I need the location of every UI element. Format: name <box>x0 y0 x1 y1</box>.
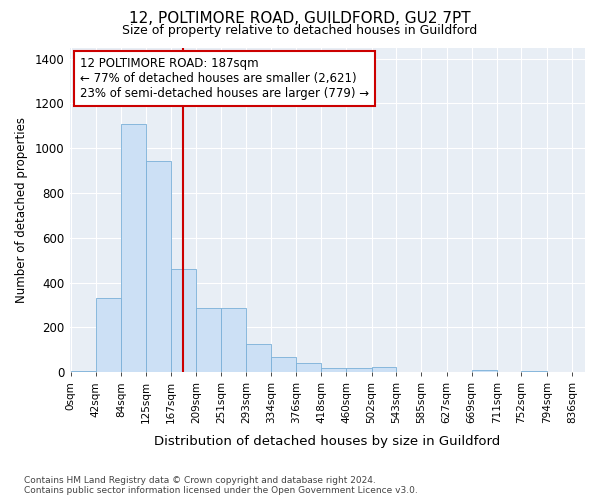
Bar <box>71 371 96 372</box>
X-axis label: Distribution of detached houses by size in Guildford: Distribution of detached houses by size … <box>154 434 500 448</box>
Bar <box>121 124 146 372</box>
Bar <box>171 269 196 372</box>
Text: Contains HM Land Registry data © Crown copyright and database right 2024.: Contains HM Land Registry data © Crown c… <box>24 476 376 485</box>
Text: 12 POLTIMORE ROAD: 187sqm
← 77% of detached houses are smaller (2,621)
23% of se: 12 POLTIMORE ROAD: 187sqm ← 77% of detac… <box>80 57 369 100</box>
Bar <box>296 363 321 372</box>
Bar <box>221 308 247 372</box>
Text: Size of property relative to detached houses in Guildford: Size of property relative to detached ho… <box>122 24 478 37</box>
Bar <box>271 356 296 372</box>
Bar <box>371 368 396 372</box>
Text: 12, POLTIMORE ROAD, GUILDFORD, GU2 7PT: 12, POLTIMORE ROAD, GUILDFORD, GU2 7PT <box>129 11 471 26</box>
Bar <box>472 370 497 372</box>
Bar <box>346 368 371 372</box>
Y-axis label: Number of detached properties: Number of detached properties <box>15 117 28 303</box>
Bar <box>247 344 271 372</box>
Bar <box>521 371 547 372</box>
Bar <box>146 160 171 372</box>
Bar <box>196 308 221 372</box>
Bar <box>321 368 346 372</box>
Bar <box>96 298 121 372</box>
Text: Contains public sector information licensed under the Open Government Licence v3: Contains public sector information licen… <box>24 486 418 495</box>
